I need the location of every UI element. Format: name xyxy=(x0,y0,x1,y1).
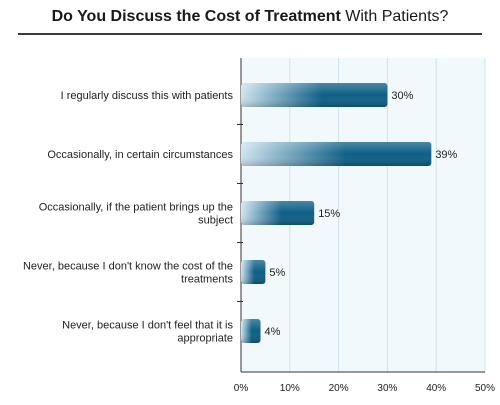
bar-value-label: 4% xyxy=(265,326,281,338)
category-label-line: Occasionally, in certain circumstances xyxy=(47,149,233,161)
x-tick-label: 30% xyxy=(377,383,397,394)
title-divider xyxy=(18,33,482,35)
category-label-line: treatments xyxy=(181,274,233,286)
category-label-line: Occasionally, if the patient brings up t… xyxy=(39,202,233,214)
x-tick-label: 0% xyxy=(234,383,249,394)
bar-shading xyxy=(241,260,266,284)
category-label-line: Never, because I don't feel that it is xyxy=(62,320,233,332)
bar-shading xyxy=(241,83,388,107)
category-label-line: subject xyxy=(198,215,233,227)
chart-title: Do You Discuss the Cost of Treatment Wit… xyxy=(0,8,500,26)
x-tick-label: 50% xyxy=(475,383,495,394)
bar-shading xyxy=(241,319,261,343)
bar-shading xyxy=(241,142,432,166)
chart-title-strong: Do You Discuss the Cost of Treatment xyxy=(51,8,341,25)
x-tick-label: 10% xyxy=(280,383,300,394)
bar-value-label: 30% xyxy=(391,90,413,102)
category-label: Never, because I don't know the cost of … xyxy=(23,261,234,286)
x-tick-label: 40% xyxy=(426,383,446,394)
bar-value-label: 15% xyxy=(318,208,340,220)
bar-value-label: 5% xyxy=(269,267,285,279)
category-label-line: appropriate xyxy=(177,333,233,345)
chart-title-rest: With Patients? xyxy=(340,8,449,25)
category-label: Occasionally, if the patient brings up t… xyxy=(39,202,233,227)
bar-shading xyxy=(241,201,315,225)
category-label-line: I regularly discuss this with patients xyxy=(61,90,234,102)
category-label: I regularly discuss this with patients xyxy=(61,90,234,102)
category-label: Never, because I don't feel that it is ap… xyxy=(62,320,233,345)
category-label: Occasionally, in certain circumstances xyxy=(47,149,233,161)
x-tick-label: 20% xyxy=(329,383,349,394)
category-label-line: Never, because I don't know the cost of … xyxy=(23,261,233,273)
bar-value-label: 39% xyxy=(435,149,457,161)
